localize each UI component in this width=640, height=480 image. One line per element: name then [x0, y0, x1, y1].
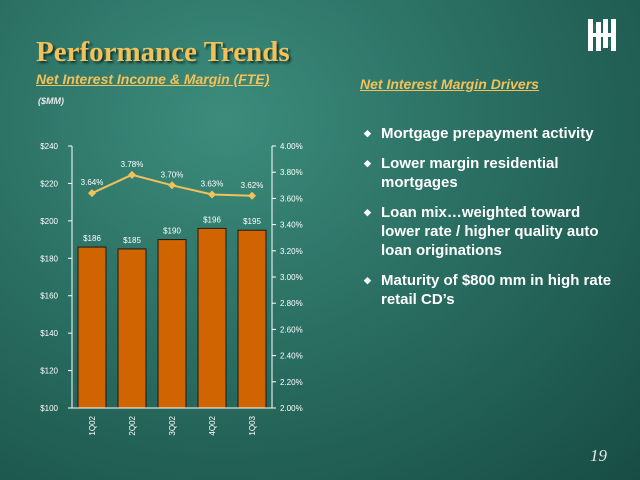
y-right-tick-label: 3.40% [280, 221, 303, 230]
line-point [168, 181, 176, 190]
bar [157, 239, 187, 409]
y-left-tick-label: $100 [40, 404, 58, 413]
line-point [128, 170, 136, 179]
diamond-bullet-icon: ◆ [364, 158, 371, 168]
bar [117, 248, 147, 409]
diamond-bullet-icon: ◆ [364, 275, 371, 285]
line-data-label: 3.62% [241, 181, 264, 190]
bar [237, 229, 267, 409]
line-point [248, 191, 256, 200]
y-right-tick-label: 2.80% [280, 299, 303, 308]
y-axis-left: $100 $120 $140 $160 $180 $200 $220 $240 [40, 142, 73, 413]
chart-subtitle: Net Interest Income & Margin (FTE) [36, 71, 270, 87]
line-data-label: 3.63% [201, 179, 224, 188]
y-left-tick-label: $120 [40, 367, 58, 376]
line-point [208, 190, 216, 199]
y-right-tick-label: 3.80% [280, 168, 303, 177]
y-left-tick-label: $200 [40, 217, 58, 226]
diamond-bullet-icon: ◆ [364, 207, 371, 217]
driver-item: ◆ Maturity of $800 mm in high rate retail… [364, 271, 614, 309]
driver-text: Mortgage prepayment activity [381, 125, 594, 142]
line-data-label: 3.64% [81, 178, 104, 187]
x-tick-label: 1Q03 [248, 415, 257, 435]
bar [77, 246, 107, 409]
x-tick-label: 3Q02 [168, 415, 177, 435]
units-label: ($MM) [38, 96, 64, 106]
bar [197, 227, 227, 409]
bar-series: $186 $185 $190 $196 $195 [77, 215, 267, 409]
y-right-tick-label: 4.00% [280, 142, 303, 151]
diamond-bullet-icon: ◆ [364, 128, 371, 138]
y-left-tick-label: $180 [40, 254, 58, 263]
driver-text: Lower margin residential mortgages [381, 155, 559, 191]
driver-text: Loan mix…weighted toward lower rate / hi… [381, 204, 599, 259]
company-logo-icon [588, 19, 616, 51]
bar-data-label: $195 [243, 217, 261, 226]
page-title: Performance Trends [36, 36, 290, 68]
page-number: 19 [590, 446, 607, 465]
driver-item: ◆ Loan mix…weighted toward lower rate / h… [364, 203, 614, 260]
y-right-tick-label: 2.20% [280, 378, 303, 387]
y-axis-right: 2.00% 2.20% 2.40% 2.60% 2.80% 3.00% 3.20% 3.40%… [271, 142, 303, 413]
y-right-tick-label: 3.20% [280, 247, 303, 256]
y-right-tick-label: 3.00% [280, 273, 303, 282]
x-axis: 1Q02 2Q02 3Q02 4Q02 1Q03 [72, 407, 272, 436]
driver-item: ◆ Mortgage prepayment activity [364, 124, 614, 143]
y-left-tick-label: $160 [40, 292, 58, 301]
y-right-tick-label: 2.00% [280, 404, 303, 413]
driver-item: ◆ Lower margin residential mortgages [364, 154, 614, 192]
x-tick-label: 4Q02 [208, 415, 217, 435]
bar-data-label: $185 [123, 236, 141, 245]
bar-data-label: $190 [163, 227, 181, 236]
drivers-list: ◆ Mortgage prepayment activity ◆ Lower mar… [364, 124, 614, 320]
driver-text: Maturity of $800 mm in high rate retail … [381, 272, 612, 308]
bar-data-label: $186 [83, 234, 101, 243]
y-left-tick-label: $140 [40, 329, 58, 338]
y-right-tick-label: 2.60% [280, 325, 303, 334]
y-left-tick-label: $240 [40, 142, 58, 151]
x-tick-label: 1Q02 [88, 415, 97, 435]
y-right-tick-label: 2.40% [280, 352, 303, 361]
y-right-tick-label: 3.60% [280, 194, 303, 203]
line-point [88, 189, 96, 198]
bar-data-label: $196 [203, 215, 221, 224]
margin-line-series: 3.64% 3.78% 3.70% 3.63% 3.62% [81, 160, 264, 200]
line-data-label: 3.78% [121, 160, 144, 169]
y-left-tick-label: $220 [40, 179, 58, 188]
drivers-heading: Net Interest Margin Drivers [360, 76, 539, 92]
x-tick-label: 2Q02 [128, 415, 137, 435]
line-data-label: 3.70% [161, 170, 184, 179]
